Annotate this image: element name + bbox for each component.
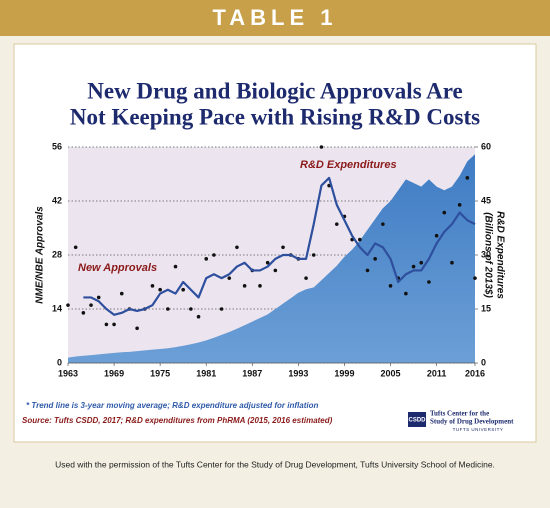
logo-name: Tufts Center for the: [430, 410, 489, 418]
chart-title: New Drug and Biologic Approvals Are: [87, 78, 463, 103]
x-tick-label: 1969: [104, 368, 124, 378]
point: [365, 268, 370, 273]
caption: Used with the permission of the Tufts Ce…: [55, 459, 495, 469]
source: Source: Tufts CSDD, 2017; R&D expenditur…: [22, 416, 333, 425]
point: [281, 245, 285, 250]
point: [427, 280, 431, 284]
point: [358, 237, 362, 242]
point: [89, 303, 93, 307]
point: [242, 284, 247, 288]
point: [465, 176, 470, 180]
point: [96, 295, 101, 300]
x-tick-label: 1981: [196, 368, 216, 378]
point: [235, 245, 239, 250]
logo-name: Study of Drug Development: [430, 418, 514, 426]
point: [381, 222, 385, 226]
point: [311, 253, 316, 257]
y-tick-label: 56: [52, 141, 62, 151]
point: [166, 307, 170, 311]
point: [450, 260, 454, 265]
point: [373, 257, 377, 261]
logo-mark: CSDD: [408, 418, 426, 424]
point: [73, 245, 78, 250]
point: [135, 326, 139, 331]
point: [104, 322, 109, 327]
y-tick-label: 14: [52, 303, 62, 313]
footnote: * Trend line is 3-year moving average; R…: [26, 401, 318, 410]
y-tick-label: 42: [52, 195, 62, 205]
y2-tick-label: 15: [481, 303, 491, 313]
logo-university: TUFTS UNIVERSITY: [453, 427, 504, 432]
x-tick-label: 1993: [288, 368, 308, 378]
point: [473, 276, 477, 280]
logo-mark-box: [408, 412, 426, 427]
point: [457, 203, 462, 207]
x-tick-label: 2016: [465, 368, 485, 378]
point: [66, 303, 70, 307]
chart-title: Not Keeping Pace with Rising R&D Costs: [70, 104, 480, 129]
point: [419, 260, 424, 265]
point: [258, 284, 262, 288]
point: [212, 253, 216, 257]
point: [434, 233, 439, 238]
point: [158, 287, 162, 292]
y2-axis-label: R&D Expenditures: [494, 211, 505, 299]
x-tick-label: 1999: [334, 368, 354, 378]
point: [189, 307, 193, 311]
point: [265, 260, 270, 265]
point: [442, 210, 447, 215]
point: [219, 307, 224, 311]
point: [119, 291, 124, 296]
legend-label: R&D Expenditures: [300, 159, 397, 171]
y2-tick-label: 30: [481, 249, 491, 259]
point: [227, 276, 232, 280]
x-tick-label: 1975: [150, 368, 170, 378]
x-tick-label: 2005: [381, 368, 401, 378]
x-tick-label: 1963: [58, 368, 78, 378]
y2-axis-label: (Billions of 2013$): [482, 212, 493, 298]
point: [173, 264, 178, 269]
header: TABLE 1: [212, 5, 337, 30]
point: [334, 222, 339, 226]
area: [68, 154, 475, 363]
x-tick-label: 2011: [427, 368, 447, 378]
point: [273, 268, 278, 273]
y2-tick-label: 0: [481, 357, 486, 367]
point: [404, 291, 408, 296]
trend-line: [83, 176, 476, 316]
point: [150, 284, 155, 288]
y-tick-label: 0: [57, 357, 62, 367]
y-tick-label: 28: [52, 249, 62, 259]
y-axis-label: NME/NBE Approvals: [35, 206, 46, 304]
point: [81, 311, 86, 315]
point: [319, 145, 324, 149]
point: [112, 322, 116, 327]
point: [411, 264, 416, 269]
x-tick-label: 1987: [242, 368, 262, 378]
y2-tick-label: 45: [481, 195, 491, 205]
point: [196, 314, 201, 319]
point: [204, 257, 209, 261]
point: [181, 287, 185, 292]
legend-label: New Approvals: [78, 262, 157, 274]
point: [388, 284, 393, 288]
point: [304, 276, 308, 280]
header-band: [0, 0, 550, 36]
y2-tick-label: 60: [481, 141, 491, 151]
